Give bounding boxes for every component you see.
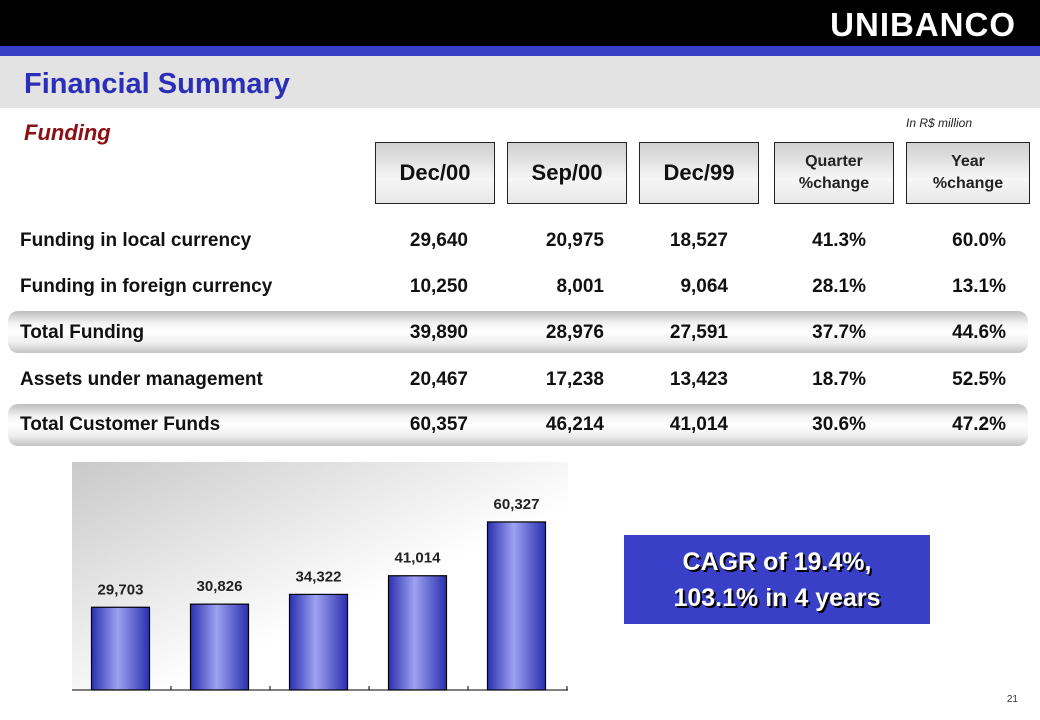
cell-customer-funds-dec00: 60,357 — [409, 414, 468, 435]
top-bar — [0, 0, 1040, 46]
cagr-line-2: 103.1% in 4 years — [673, 583, 881, 612]
cell-foreign-dec00: 10,250 — [409, 276, 468, 297]
section-subtitle: Funding — [24, 120, 111, 145]
row-label-assets-under-management: Assets under management — [20, 369, 263, 390]
cell-foreign-dec99: 9,064 — [680, 276, 728, 297]
cell-foreign-quarter: 28.1% — [812, 276, 866, 297]
cell-total-funding-year: 44.6% — [952, 322, 1006, 343]
cell-foreign-sep00: 8,001 — [556, 276, 604, 297]
cell-total-funding-sep00: 28,976 — [545, 322, 604, 343]
page-number: 21 — [1006, 694, 1018, 705]
cagr-callout: CAGR of 19.4%, 103.1% in 4 years — [624, 535, 930, 624]
bar-1999 — [387, 575, 448, 691]
title-bar — [0, 56, 1040, 108]
row-label-foreign-currency: Funding in foreign currency — [20, 276, 273, 297]
unibanco-logo: UNIBANCO — [830, 6, 1016, 43]
bar-value-label-1998: 34,322 — [296, 568, 342, 585]
column-header-sep00: Sep/00 — [507, 142, 627, 204]
cell-customer-funds-dec99: 41,014 — [669, 414, 728, 435]
cell-local-sep00: 20,975 — [545, 230, 604, 251]
row-label-local-currency: Funding in local currency — [20, 230, 252, 251]
cell-foreign-year: 13.1% — [952, 276, 1006, 297]
unit-note: In R$ million — [906, 116, 973, 130]
cell-local-dec99: 18,527 — [669, 230, 728, 251]
cell-total-funding-dec00: 39,890 — [409, 322, 468, 343]
bar-1997 — [189, 603, 250, 691]
column-header-dec99: Dec/99 — [639, 142, 759, 204]
row-label-total-customer-funds: Total Customer Funds — [20, 414, 221, 435]
row-band-total-funding — [8, 311, 1028, 353]
bar-value-label-2000: 60,327 — [494, 496, 540, 513]
cell-aum-dec99: 13,423 — [669, 369, 728, 390]
cell-total-funding-dec99: 27,591 — [669, 322, 728, 343]
brand-stripe — [0, 46, 1040, 56]
bar-value-label-1999: 41,014 — [395, 550, 442, 567]
bar-value-label-1996: 29,703 — [98, 581, 144, 598]
column-header-dec00: Dec/00 — [375, 142, 495, 204]
bar-1996 — [90, 606, 151, 691]
cell-local-year: 60.0% — [952, 230, 1006, 251]
column-header-quarter-change: Quarter %change — [774, 142, 894, 204]
row-band-total-customer-funds — [8, 404, 1028, 446]
page-title: Financial Summary — [24, 68, 290, 100]
bar-1998 — [288, 593, 349, 691]
cell-customer-funds-year: 47.2% — [952, 414, 1006, 435]
funding-bar-chart-svg: 29,703199630,826199734,322199841,0141999… — [72, 462, 568, 712]
cell-aum-quarter: 18.7% — [812, 369, 866, 390]
bar-value-label-1997: 30,826 — [197, 578, 243, 595]
cagr-line-1: CAGR of 19.4%, — [682, 547, 872, 576]
row-label-total-funding: Total Funding — [20, 322, 145, 343]
funding-bar-chart: 29,703199630,826199734,322199841,0141999… — [72, 462, 568, 712]
cell-customer-funds-sep00: 46,214 — [545, 414, 604, 435]
column-header-year-change: Year %change — [906, 142, 1030, 204]
cell-local-dec00: 29,640 — [409, 230, 468, 251]
cell-local-quarter: 41.3% — [812, 230, 866, 251]
cell-aum-year: 52.5% — [952, 369, 1006, 390]
cell-total-funding-quarter: 37.7% — [812, 322, 866, 343]
cell-aum-dec00: 20,467 — [409, 369, 468, 390]
cell-customer-funds-quarter: 30.6% — [812, 414, 866, 435]
cell-aum-sep00: 17,238 — [545, 369, 604, 390]
bar-2000 — [486, 521, 547, 691]
